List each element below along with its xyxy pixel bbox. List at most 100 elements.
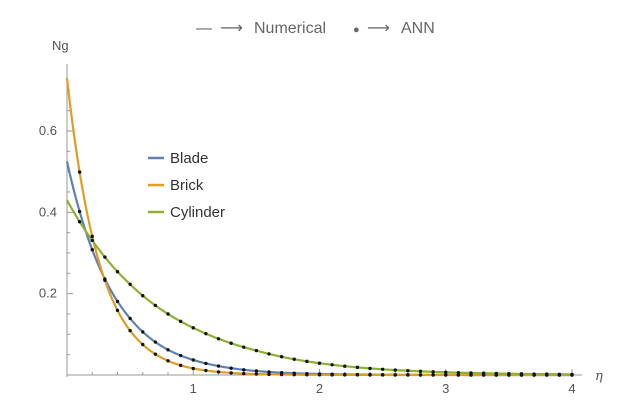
ann-point-brick [393, 373, 397, 377]
x-tick-label: 4 [568, 381, 575, 396]
ann-point-brick [431, 373, 435, 377]
ann-point-cylinder [507, 372, 511, 376]
legend-label-brick: Brick [170, 177, 204, 194]
ann-point-brick [267, 372, 271, 377]
axis-tick-labels: 1 2 3 4 0.2 0.4 0.6 [39, 123, 576, 396]
y-tick-label: 0.6 [39, 123, 57, 138]
header-legend: — ⟶ Numerical ● ⟶ ANN [196, 20, 435, 37]
ann-point-blade [229, 366, 233, 370]
ann-point-blade [166, 348, 170, 352]
ann-point-brick [229, 371, 233, 375]
ann-point-brick [128, 328, 132, 333]
ann-point-brick [444, 373, 448, 377]
ann-point-cylinder [380, 367, 385, 372]
ann-point-brick [406, 373, 410, 377]
ann-point-cylinder [570, 372, 574, 377]
ann-point-cylinder [406, 369, 410, 373]
legend-label-blade: Blade [170, 150, 208, 167]
ann-point-brick [343, 373, 347, 377]
ann-point-cylinder [242, 345, 246, 349]
header-numerical-label: Numerical [254, 20, 326, 37]
ann-point-blade [141, 330, 145, 334]
ann-point-brick [204, 368, 208, 373]
ann-point-cylinder [292, 357, 296, 361]
ann-point-brick [90, 234, 94, 239]
ann-point-cylinder [469, 371, 473, 375]
ann-point-cylinder [431, 370, 435, 374]
ann-point-cylinder [153, 303, 158, 308]
ann-point-cylinder [267, 352, 271, 356]
ann-point-brick [166, 359, 170, 363]
ann-point-cylinder [77, 219, 82, 224]
ann-point-cylinder [317, 361, 322, 365]
ann-point-cylinder [418, 369, 423, 374]
ann-point-brick [279, 372, 284, 377]
ann-dot-glyph: ● [353, 24, 360, 36]
ann-point-cylinder [456, 370, 461, 375]
ann-point-brick [216, 370, 221, 374]
y-tick-label: 0.4 [39, 204, 57, 219]
ann-point-cylinder [128, 282, 132, 287]
ann-point-cylinder [141, 294, 145, 298]
ann-point-cylinder [103, 255, 107, 259]
ann-point-blade [128, 316, 132, 321]
ann-point-blade [204, 361, 208, 366]
ann-point-cylinder [494, 371, 498, 376]
ann-point-cylinder [532, 372, 536, 376]
header-ann-label: ANN [401, 20, 435, 37]
ann-point-blade [178, 353, 183, 358]
ann-point-cylinder [115, 270, 120, 274]
ann-point-cylinder [557, 372, 562, 376]
x-tick-label: 1 [190, 381, 197, 396]
ann-point-cylinder [330, 363, 334, 367]
ann-point-cylinder [216, 337, 221, 341]
ann-point-brick [456, 373, 461, 377]
ann-point-brick [242, 371, 246, 376]
ann-point-brick [330, 373, 334, 377]
ann-point-cylinder [305, 359, 309, 364]
ann-point-cylinder [90, 238, 94, 243]
ann-point-cylinder [254, 348, 259, 353]
ann-point-brick [380, 373, 385, 377]
ann-point-blade [191, 358, 195, 362]
ann-point-brick [317, 373, 322, 377]
ann-point-blade [254, 369, 259, 373]
ann-point-brick [292, 372, 296, 377]
ann-point-brick [418, 373, 423, 377]
y-tick-label: 0.2 [39, 286, 57, 301]
ann-point-cylinder [393, 368, 397, 372]
ann-point-cylinder [204, 331, 208, 336]
ann-point-brick [254, 372, 259, 376]
legend-label-cylinder: Cylinder [170, 204, 225, 221]
ann-point-cylinder [444, 370, 448, 374]
ann-point-cylinder [166, 312, 170, 316]
ann-point-blade [115, 299, 120, 304]
ann-point-blade [242, 368, 246, 372]
ann-point-cylinder [279, 355, 284, 359]
ann-point-blade [153, 340, 158, 344]
ann-point-brick [103, 278, 107, 282]
ann-point-brick [305, 373, 309, 377]
ann-markers [77, 170, 574, 377]
ann-point-cylinder [343, 364, 347, 368]
ann-point-cylinder [178, 319, 183, 324]
ann-point-cylinder [545, 372, 549, 376]
ann-point-brick [141, 342, 145, 347]
legend: Blade Brick Cylinder [140, 140, 245, 232]
ann-point-brick [153, 352, 158, 356]
ann-point-brick [191, 366, 195, 371]
numerical-arrow-icon: ⟶ [220, 20, 243, 37]
x-tick-label: 2 [316, 381, 323, 396]
x-tick-label: 3 [442, 381, 449, 396]
ann-point-blade [90, 248, 94, 252]
ann-point-cylinder [519, 372, 524, 376]
ann-point-brick [355, 373, 360, 377]
ann-point-brick [115, 308, 120, 313]
ann-point-brick [368, 373, 372, 377]
ann-point-brick [77, 170, 82, 174]
numerical-line-glyph: — [196, 20, 212, 37]
y-axis-title: Ng [52, 38, 69, 53]
ann-point-blade [267, 370, 271, 374]
ann-point-cylinder [355, 365, 360, 370]
